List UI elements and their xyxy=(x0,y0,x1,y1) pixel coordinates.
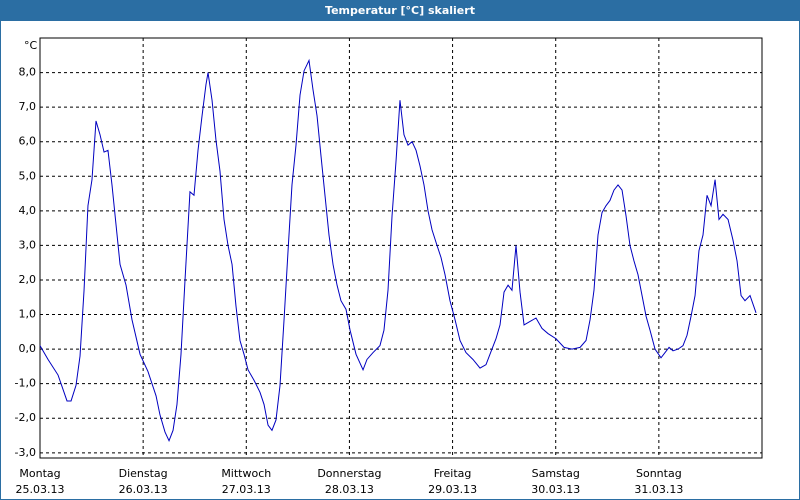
y-tick-label: -3,0 xyxy=(15,446,36,459)
y-tick-label: -2,0 xyxy=(15,411,36,424)
chart-title: Temperatur [°C] skaliert xyxy=(325,4,475,17)
x-tick-label: Samstag xyxy=(532,467,580,480)
y-tick-label: 4,0 xyxy=(19,204,37,217)
y-tick-label: 1,0 xyxy=(19,308,37,321)
title-bar xyxy=(0,0,800,21)
x-tick-date: 27.03.13 xyxy=(222,483,271,496)
y-tick-label: 6,0 xyxy=(19,135,37,148)
y-tick-label: 8,0 xyxy=(19,66,37,79)
y-tick-label: 3,0 xyxy=(19,238,37,251)
x-tick-label: Freitag xyxy=(434,467,472,480)
y-tick-label: 2,0 xyxy=(19,273,37,286)
x-tick-date: 28.03.13 xyxy=(325,483,374,496)
y-tick-label: 5,0 xyxy=(19,169,37,182)
y-unit: °C xyxy=(24,39,38,52)
y-tick-label: 0,0 xyxy=(19,342,37,355)
x-tick-label: Montag xyxy=(19,467,60,480)
plot-frame xyxy=(39,37,763,459)
x-tick-date: 25.03.13 xyxy=(16,483,65,496)
x-tick-date: 31.03.13 xyxy=(634,483,683,496)
x-tick-label: Dienstag xyxy=(119,467,168,480)
temperature-line xyxy=(39,58,757,442)
x-tick-date: 26.03.13 xyxy=(119,483,168,496)
x-tick-date: 30.03.13 xyxy=(531,483,580,496)
x-tick-date: 29.03.13 xyxy=(428,483,477,496)
x-tick-label: Sonntag xyxy=(636,467,682,480)
y-tick-label: 7,0 xyxy=(19,100,37,113)
y-tick-label: -1,0 xyxy=(15,377,36,390)
x-tick-label: Mittwoch xyxy=(221,467,271,480)
x-tick-label: Donnerstag xyxy=(317,467,381,480)
